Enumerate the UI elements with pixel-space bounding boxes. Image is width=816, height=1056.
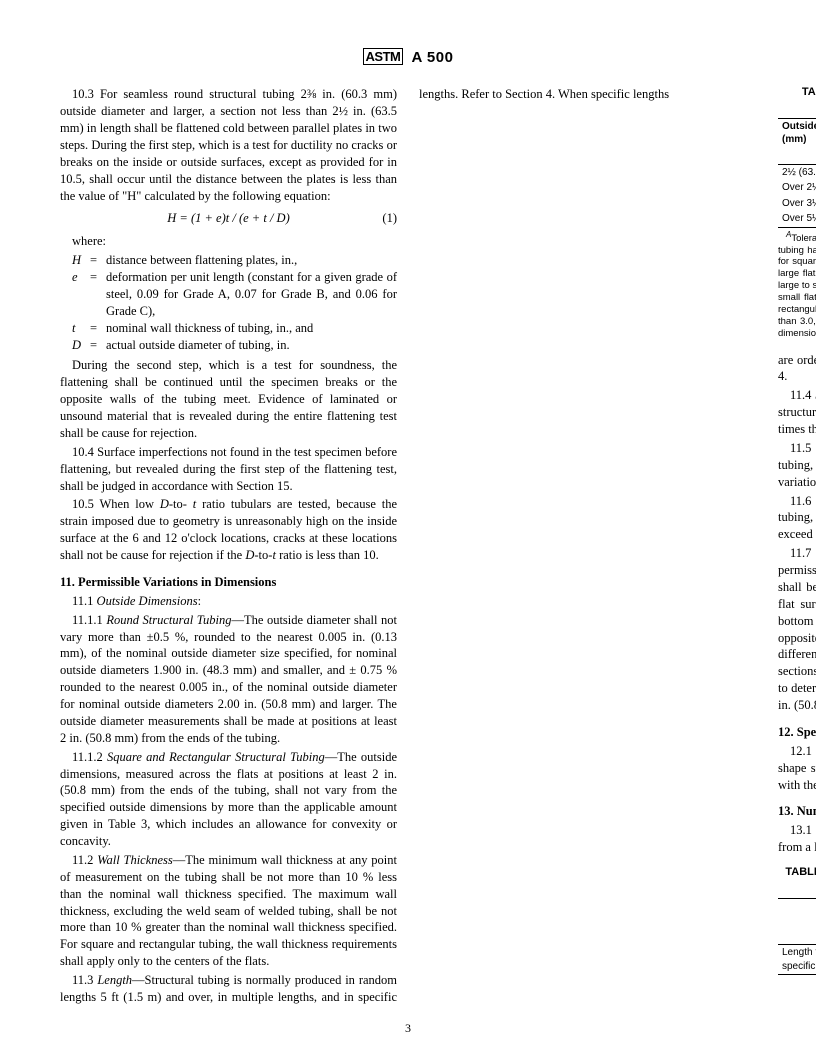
para-11-4: 11.4 Straightness—The permissible variat… xyxy=(778,387,816,438)
section-13-heading: 13. Number of Tests xyxy=(778,803,816,820)
where-label: where: xyxy=(60,233,397,250)
para-10-5: 10.5 When low D-to- t ratio tubulars are… xyxy=(60,496,397,564)
table-3: Outside Large Flat Dimension, in. (mm) L… xyxy=(778,118,816,228)
para-11-1-1: 11.1.1 Round Structural Tubing—The outsi… xyxy=(60,612,397,747)
page-header: ASTM A 500 xyxy=(60,48,756,68)
para-11-1-2: 11.1.2 Square and Rectangular Structural… xyxy=(60,749,397,850)
para-10-3b: During the second step, which is a test … xyxy=(60,357,397,441)
para-10-4: 10.4 Surface imperfections not found in … xyxy=(60,444,397,495)
para-11-2: 11.2 Wall Thickness—The minimum wall thi… xyxy=(60,852,397,970)
spec-number: A 500 xyxy=(411,49,453,66)
para-11-7: 11.7 Twist—For square and rectangular st… xyxy=(778,545,816,714)
symbol-definitions: H=distance between flattening plates, in… xyxy=(72,252,397,353)
body-columns: 10.3 For seamless round structural tubin… xyxy=(60,86,756,1006)
table-3-footnote: ATolerances include allowance for convex… xyxy=(778,230,816,340)
t3-h1: Outside Large Flat Dimension, in. (mm) xyxy=(778,118,816,164)
para-13-1: 13.1 One tension test as specified in Se… xyxy=(778,822,816,856)
para-11-5: 11.5 Squareness of Sides—For square or r… xyxy=(778,440,816,491)
para-11-6: 11.6 Radius of Corners—For square and re… xyxy=(778,493,816,544)
page-number: 3 xyxy=(0,1020,816,1036)
equation-1: H = (1 + e)t / (e + t / D)(1) xyxy=(60,210,397,227)
para-10-3: 10.3 For seamless round structural tubin… xyxy=(60,86,397,204)
para-11-1: 11.1 Outside Dimensions: xyxy=(60,593,397,610)
table-3-title: TABLE 3 Outside Dimension Tolerances for… xyxy=(778,86,816,114)
astm-logo-icon: ASTM xyxy=(363,48,404,65)
section-11-heading: 11. Permissible Variations in Dimensions xyxy=(60,574,397,591)
section-12-heading: 12. Special Shape Structural Tubing xyxy=(778,724,816,741)
para-12-1: 12.1 The availability, dimensions, and t… xyxy=(778,743,816,794)
table-4: 22 ft (6.7 m) and Under Over 22 to 44 ft… xyxy=(778,898,816,976)
para-11-3-cont: are ordered, the length tolerance shall … xyxy=(778,352,816,386)
table-4-title: TABLE 4 Length Tolerances for Specific L… xyxy=(778,866,816,894)
